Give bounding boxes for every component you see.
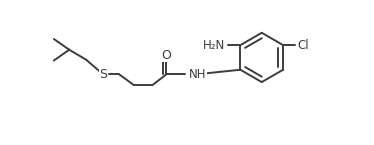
Text: S: S (99, 68, 107, 81)
Text: H₂N: H₂N (203, 39, 225, 52)
Text: NH: NH (189, 68, 207, 81)
Text: Cl: Cl (298, 39, 309, 52)
Text: O: O (161, 49, 171, 62)
